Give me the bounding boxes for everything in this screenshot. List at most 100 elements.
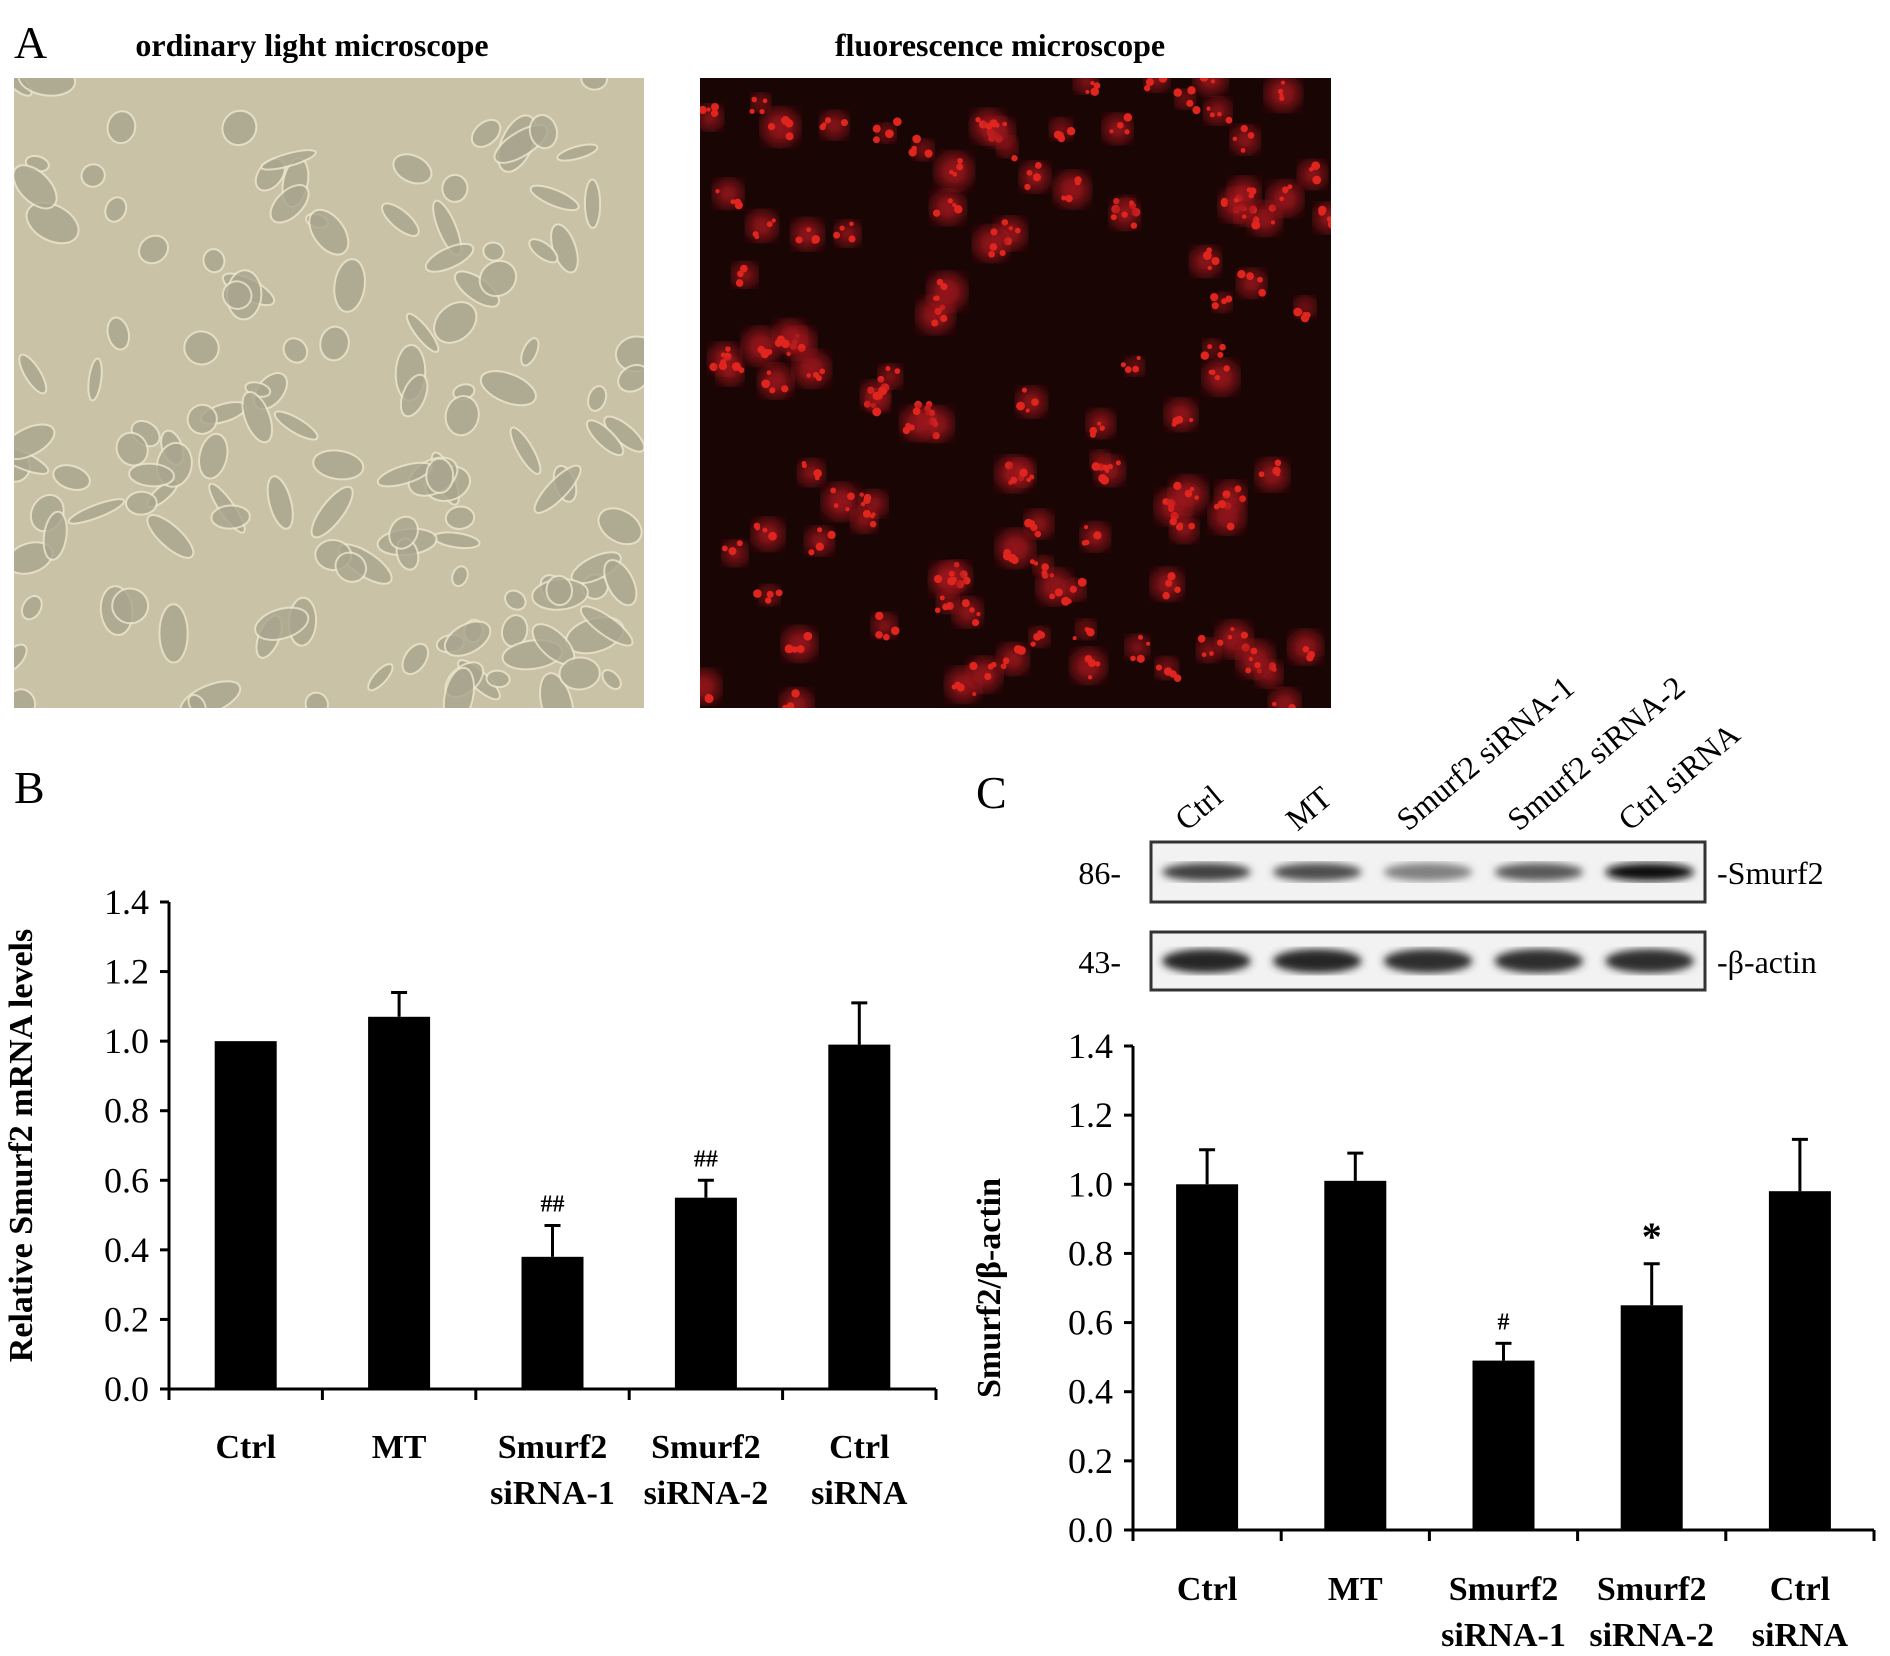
fluorescent-spot <box>798 713 806 721</box>
fluorescent-spot <box>1145 78 1154 87</box>
fluorescent-spot <box>706 107 711 112</box>
fluorescent-spot <box>1194 495 1199 500</box>
fluorescent-spot <box>1240 148 1246 153</box>
bar <box>674 1197 737 1389</box>
x-tick-label: Smurf2 <box>1597 1571 1707 1608</box>
fluorescent-spot <box>735 279 744 287</box>
x-tick-label: Smurf2 <box>651 1429 761 1466</box>
bar <box>1768 1191 1831 1530</box>
fluorescent-spot <box>1085 89 1090 94</box>
cell <box>115 431 149 467</box>
blot-band <box>1383 863 1473 881</box>
bar <box>214 1041 277 1389</box>
fluorescent-spot <box>999 249 1006 256</box>
fluorescent-spot <box>711 102 719 111</box>
fluorescent-spot <box>949 169 954 175</box>
x-tick-label: siRNA <box>1752 1617 1849 1654</box>
fluorescent-spot <box>1026 477 1031 483</box>
fluorescent-spot <box>914 400 923 409</box>
fluorescent-spot <box>728 547 737 556</box>
cell <box>241 390 274 444</box>
cell <box>478 259 518 298</box>
cell-glow <box>1126 636 1149 659</box>
fluorescent-spot <box>894 368 901 375</box>
cell-glow <box>1268 182 1302 215</box>
fluorescent-spot <box>1188 522 1195 530</box>
fluorescent-spot <box>847 492 855 501</box>
fluorescent-spot <box>860 501 866 507</box>
fluorescent-spot <box>1326 216 1331 222</box>
fluorescent-spot <box>1258 288 1267 297</box>
fluorescent-spot <box>931 319 939 327</box>
fluorescent-spot <box>785 132 794 141</box>
cell-glow <box>1266 78 1300 110</box>
fluorescent-spot <box>933 574 943 584</box>
fluorescent-spot <box>1165 579 1173 587</box>
fluorescent-spot <box>781 385 789 393</box>
fluorescent-spot <box>1081 540 1088 546</box>
cell-glow <box>1171 516 1197 542</box>
fluorescent-spot <box>1169 670 1177 678</box>
fluorescent-spot <box>806 227 812 233</box>
cell <box>14 688 37 708</box>
fluorescent-spot <box>924 149 933 158</box>
fluorescent-spot <box>1270 220 1276 225</box>
fluorescent-spot <box>1279 95 1285 101</box>
cell <box>106 316 131 351</box>
x-tick-label: MT <box>372 1429 427 1466</box>
fluorescent-spot <box>956 683 965 692</box>
cell <box>282 337 309 364</box>
fluorescent-spot <box>1124 129 1130 135</box>
fluorescent-spot <box>1204 67 1213 76</box>
fluorescent-spot <box>1171 422 1177 427</box>
fluorescent-spot <box>767 123 776 131</box>
fluorescent-spot <box>932 209 941 217</box>
fluorescent-spot <box>1209 651 1214 656</box>
cell <box>509 426 542 475</box>
fluorescent-spot <box>1312 175 1322 185</box>
fluorescent-spot <box>840 119 848 127</box>
fluorescent-spot <box>819 368 826 375</box>
fluorescent-spot <box>808 549 815 556</box>
fluorescent-spot <box>1001 219 1009 226</box>
cell <box>25 201 80 245</box>
fluorescent-spot <box>775 589 783 597</box>
cell-glow <box>806 527 833 554</box>
cell-glow <box>930 563 963 596</box>
fluorescent-spot <box>1251 220 1261 230</box>
fluorescent-spot <box>987 663 994 670</box>
fluorescent-spot <box>1107 463 1113 470</box>
fluorescent-spot <box>1279 196 1285 202</box>
protein-label: -β-actin <box>1717 944 1817 980</box>
x-tick-label: Smurf2 <box>498 1429 608 1466</box>
blot-band <box>1383 949 1473 973</box>
cell <box>556 143 599 162</box>
cell-glow <box>931 191 964 224</box>
fluorescent-spot <box>1030 641 1036 647</box>
fluorescent-spot <box>1011 155 1018 162</box>
cell-glow <box>792 219 823 249</box>
fluorescent-spot <box>1230 627 1235 632</box>
fluorescent-spot <box>912 134 921 144</box>
fluorescent-spot <box>1277 88 1284 95</box>
fluorescent-spot <box>1077 577 1087 587</box>
fluorescent-spot <box>1110 214 1117 221</box>
x-tick-label: siRNA <box>811 1475 908 1512</box>
fluorescent-spot <box>839 225 845 231</box>
lane-label: Ctrl <box>1168 778 1229 838</box>
cell <box>520 337 540 367</box>
cell <box>392 153 433 185</box>
fluorescent-spot <box>806 373 811 378</box>
fluorescent-spot <box>939 595 945 601</box>
fluorescent-spot <box>700 105 707 115</box>
blot-band <box>1162 949 1251 973</box>
cell-glow <box>1103 115 1132 143</box>
fluorescent-spot <box>1074 176 1082 184</box>
cell <box>485 669 511 689</box>
fluorescent-spot <box>1066 598 1072 604</box>
fluorescent-spot <box>762 98 768 104</box>
y-tick-label: 1.4 <box>104 882 149 922</box>
cell-glow <box>974 227 1008 260</box>
fluorescent-spot <box>824 117 832 124</box>
